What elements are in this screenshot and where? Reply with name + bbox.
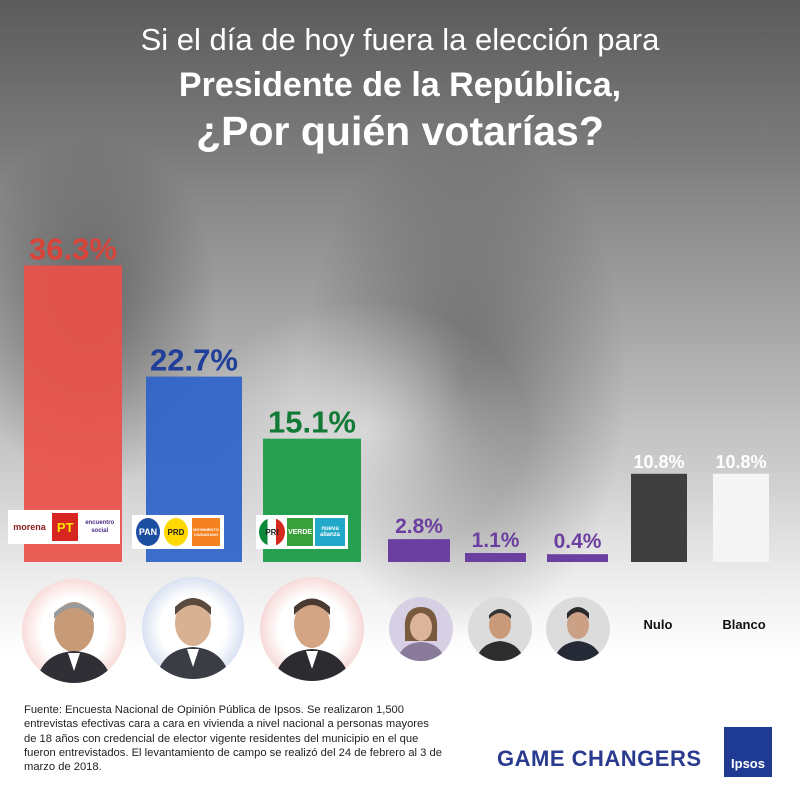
alianza-logo: nueva alianza [315, 518, 345, 546]
candidate-photo-3 [260, 577, 364, 681]
bar-value-label-8: 10.8% [715, 452, 766, 472]
morena-logo: morena [13, 522, 46, 532]
candidate-photo-6 [546, 597, 610, 661]
pan-logo: PAN [136, 518, 160, 546]
bar-value-label-4: 2.8% [395, 515, 443, 538]
category-label-nulo: Nulo [643, 617, 673, 632]
pt-logo: PT [52, 513, 79, 541]
person-icon [36, 602, 112, 683]
pri-logo: PRI [259, 518, 285, 546]
background-highlight [200, 300, 530, 560]
person-icon [476, 609, 524, 661]
bar-7 [631, 473, 687, 562]
coalition-logos-1: morena PT encuentro social [8, 510, 120, 544]
coalition-logos-2: PAN PRD MOVIMIENTO CIUDADANO [132, 515, 224, 549]
candidate-photo-5 [468, 597, 532, 661]
title-line-1: Si el día de hoy fuera la elección para [140, 22, 660, 57]
person-icon [397, 607, 445, 661]
bar-6 [547, 554, 608, 562]
candidate-photo-1 [22, 579, 126, 683]
bar-value-label-2: 22.7% [150, 343, 238, 378]
brand-tagline: GAME CHANGERS [497, 746, 702, 771]
category-label-blanco: Blanco [722, 617, 766, 632]
prd-logo: PRD [164, 518, 188, 546]
verde-logo: VERDE [287, 518, 313, 546]
title-line-3: ¿Por quién votarías? [196, 108, 604, 154]
bar-4 [388, 539, 450, 562]
ipsos-logo: Ipsos [724, 727, 772, 777]
person-icon [274, 598, 350, 681]
encuentro-logo: encuentro social [85, 520, 115, 534]
bar-value-label-5: 1.1% [472, 529, 520, 552]
bar-value-label-7: 10.8% [633, 452, 684, 472]
title-line-2: Presidente de la República, [178, 66, 622, 104]
candidate-photo-4 [389, 597, 453, 661]
source-note: Fuente: Encuesta Nacional de Opinión Púb… [24, 704, 442, 774]
candidate-photo-2 [142, 577, 244, 679]
person-icon [554, 607, 602, 661]
bar-5 [465, 553, 526, 562]
bar-value-label-6: 0.4% [554, 530, 602, 553]
bar-value-label-3: 15.1% [268, 405, 356, 440]
bar-8 [713, 473, 769, 562]
person-icon [156, 598, 230, 679]
mc-logo: MOVIMIENTO CIUDADANO [192, 518, 220, 546]
bar-value-label-1: 36.3% [29, 231, 117, 266]
coalition-logos-3: PRI VERDE nueva alianza [256, 515, 348, 549]
